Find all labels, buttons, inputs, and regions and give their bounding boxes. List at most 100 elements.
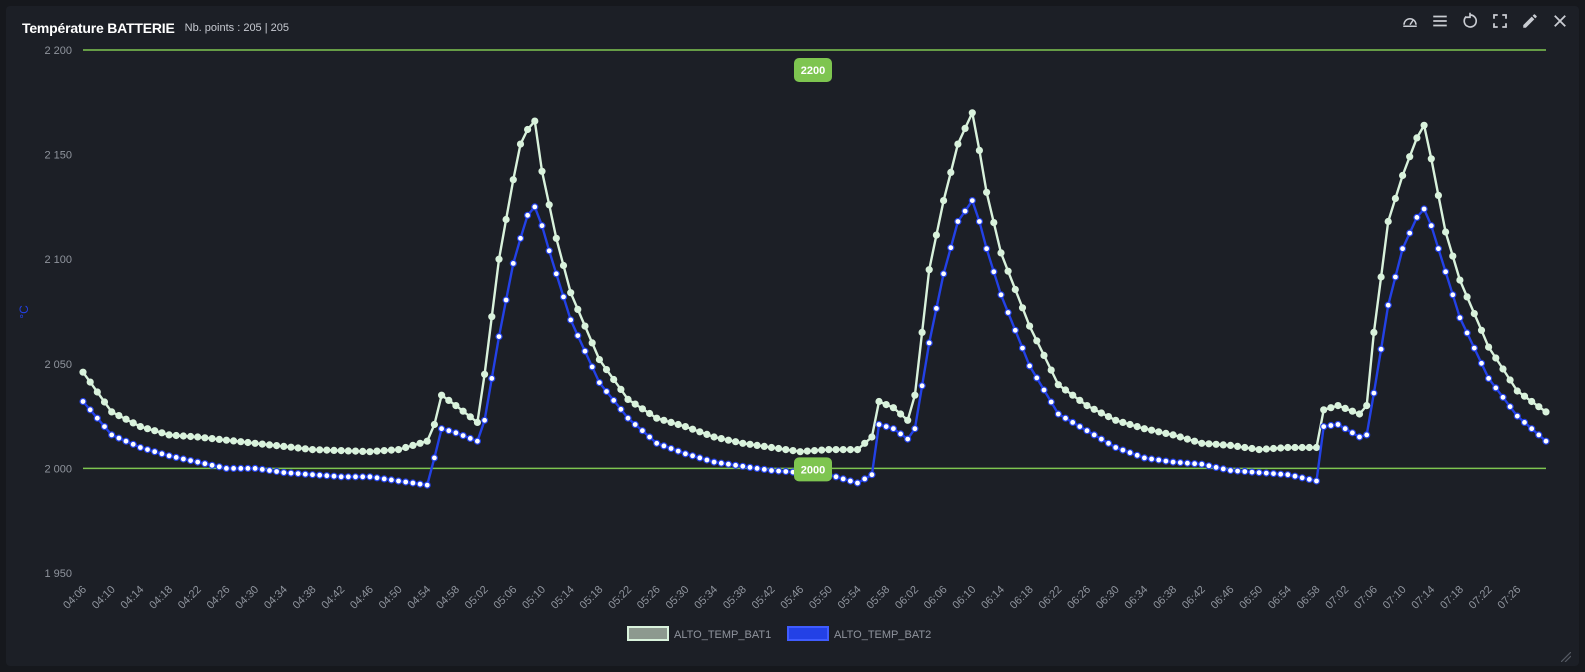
x-tick-label: 06:58 — [1295, 584, 1323, 612]
data-point — [222, 436, 230, 444]
data-point — [1513, 412, 1521, 420]
data-point — [452, 429, 460, 437]
resize-handle-icon[interactable] — [1561, 652, 1571, 662]
data-point — [459, 407, 467, 415]
data-point — [294, 444, 302, 452]
data-point — [179, 432, 187, 440]
menu-icon[interactable] — [1431, 12, 1449, 30]
x-tick-label: 07:26 — [1495, 584, 1523, 612]
data-point — [1520, 392, 1529, 400]
data-point — [1277, 470, 1285, 478]
data-point — [617, 385, 625, 393]
data-point — [308, 471, 317, 479]
data-point — [610, 396, 618, 404]
data-point — [667, 444, 675, 453]
data-point — [158, 429, 166, 437]
data-point — [531, 203, 539, 211]
x-tick-label: 06:42 — [1180, 584, 1208, 612]
data-point — [502, 215, 510, 224]
data-point — [1112, 416, 1120, 424]
data-point — [961, 124, 969, 132]
data-point — [982, 188, 991, 196]
data-point — [344, 447, 352, 455]
fullscreen-icon[interactable] — [1491, 12, 1509, 30]
data-point — [688, 425, 697, 433]
close-icon[interactable] — [1551, 12, 1569, 30]
data-point — [1391, 273, 1400, 281]
data-point — [1018, 304, 1027, 312]
data-point — [1269, 444, 1278, 453]
x-tick-label: 05:14 — [549, 584, 577, 612]
data-point — [645, 409, 654, 418]
data-point — [932, 304, 941, 312]
data-point — [402, 478, 410, 486]
data-point — [724, 460, 733, 468]
gauge-icon[interactable] — [1401, 12, 1419, 30]
x-tick-label: 06:10 — [950, 584, 978, 612]
data-point — [1190, 460, 1199, 468]
data-point — [1484, 374, 1493, 382]
data-point — [1126, 449, 1134, 457]
data-point — [251, 439, 259, 447]
data-point — [645, 433, 654, 441]
data-point — [774, 444, 783, 453]
data-point — [1147, 426, 1156, 434]
data-point — [968, 109, 976, 117]
data-point — [710, 433, 718, 441]
data-point — [660, 442, 668, 450]
data-point — [351, 447, 360, 455]
data-point — [674, 420, 682, 429]
data-point — [1205, 440, 1213, 448]
data-point — [194, 433, 202, 441]
data-point — [423, 481, 431, 489]
x-tick-label: 07:10 — [1381, 584, 1409, 612]
data-point — [1226, 466, 1235, 475]
data-point — [1312, 477, 1321, 485]
data-point — [481, 416, 489, 424]
data-point — [100, 423, 109, 431]
x-tick-label: 04:58 — [434, 584, 462, 612]
threshold-badge — [794, 457, 832, 482]
data-point — [1477, 326, 1486, 334]
data-point — [473, 437, 481, 445]
x-tick-label: 06:54 — [1266, 584, 1294, 612]
data-point — [93, 414, 101, 422]
refresh-icon[interactable] — [1461, 12, 1479, 30]
y-axis-label: °C — [17, 305, 31, 319]
data-point — [1004, 267, 1012, 275]
data-point — [552, 234, 560, 242]
data-point — [1334, 402, 1342, 410]
data-point — [1133, 423, 1141, 431]
data-point — [681, 450, 690, 458]
data-point — [1449, 291, 1457, 299]
x-tick-label: 05:54 — [836, 584, 864, 612]
data-point — [760, 442, 768, 450]
data-point — [595, 356, 604, 364]
data-point — [516, 234, 525, 242]
data-point — [79, 368, 87, 376]
x-tick-label: 04:50 — [377, 584, 405, 612]
x-tick-label: 04:06 — [61, 584, 89, 612]
legend-item[interactable]: ALTO_TEMP_BAT2 — [787, 626, 931, 641]
data-point — [488, 313, 496, 321]
data-point — [129, 419, 137, 427]
data-point — [215, 435, 223, 443]
x-tick-label: 05:34 — [692, 584, 720, 612]
data-point — [1047, 366, 1055, 374]
data-point — [925, 339, 933, 347]
data-point — [359, 447, 367, 455]
data-point — [1140, 454, 1149, 462]
data-point — [1348, 429, 1357, 437]
legend-item[interactable]: ALTO_TEMP_BAT1 — [627, 626, 771, 641]
data-point — [1341, 425, 1349, 433]
y-tick-label: 2 000 — [44, 463, 72, 475]
data-point — [523, 211, 532, 219]
data-point — [502, 296, 510, 304]
data-point — [287, 443, 295, 451]
data-point — [882, 423, 890, 431]
edit-icon[interactable] — [1521, 12, 1539, 30]
data-point — [1535, 403, 1543, 411]
data-point — [1219, 441, 1227, 449]
data-point — [1535, 431, 1543, 439]
x-tick-label: 04:26 — [205, 584, 233, 612]
